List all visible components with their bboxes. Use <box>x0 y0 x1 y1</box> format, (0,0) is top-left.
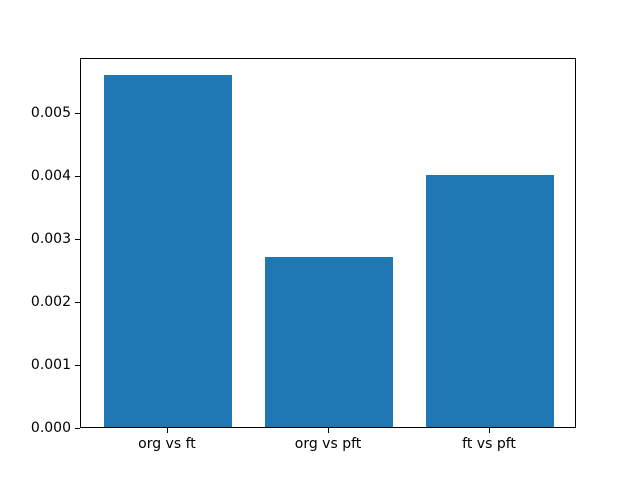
x-tick-mark <box>328 428 329 433</box>
y-tick-mark <box>75 365 80 367</box>
y-tick-label: 0.000 <box>30 420 71 436</box>
bar-org-vs-pft <box>264 257 394 427</box>
bar-ft-vs-pft <box>425 175 555 427</box>
y-tick-label: 0.001 <box>30 357 71 374</box>
y-tick-label: 0.002 <box>30 294 71 311</box>
y-tick-mark <box>75 176 80 178</box>
x-tick-label: ft vs pft <box>462 436 516 452</box>
x-tick-label: org vs pft <box>294 436 362 452</box>
y-tick-label: 0.003 <box>30 231 71 248</box>
bar-org-vs-ft <box>103 74 233 427</box>
x-tick-mark <box>166 428 168 433</box>
x-tick-label: org vs ft <box>138 436 196 452</box>
y-tick-label: 0.005 <box>30 105 71 122</box>
y-tick-mark <box>75 428 80 429</box>
y-tick-mark <box>75 113 80 115</box>
plot-area <box>80 58 576 428</box>
x-tick-mark <box>489 428 491 433</box>
y-tick-mark <box>75 302 80 304</box>
y-tick-mark <box>75 239 80 241</box>
y-tick-label: 0.004 <box>30 168 71 185</box>
